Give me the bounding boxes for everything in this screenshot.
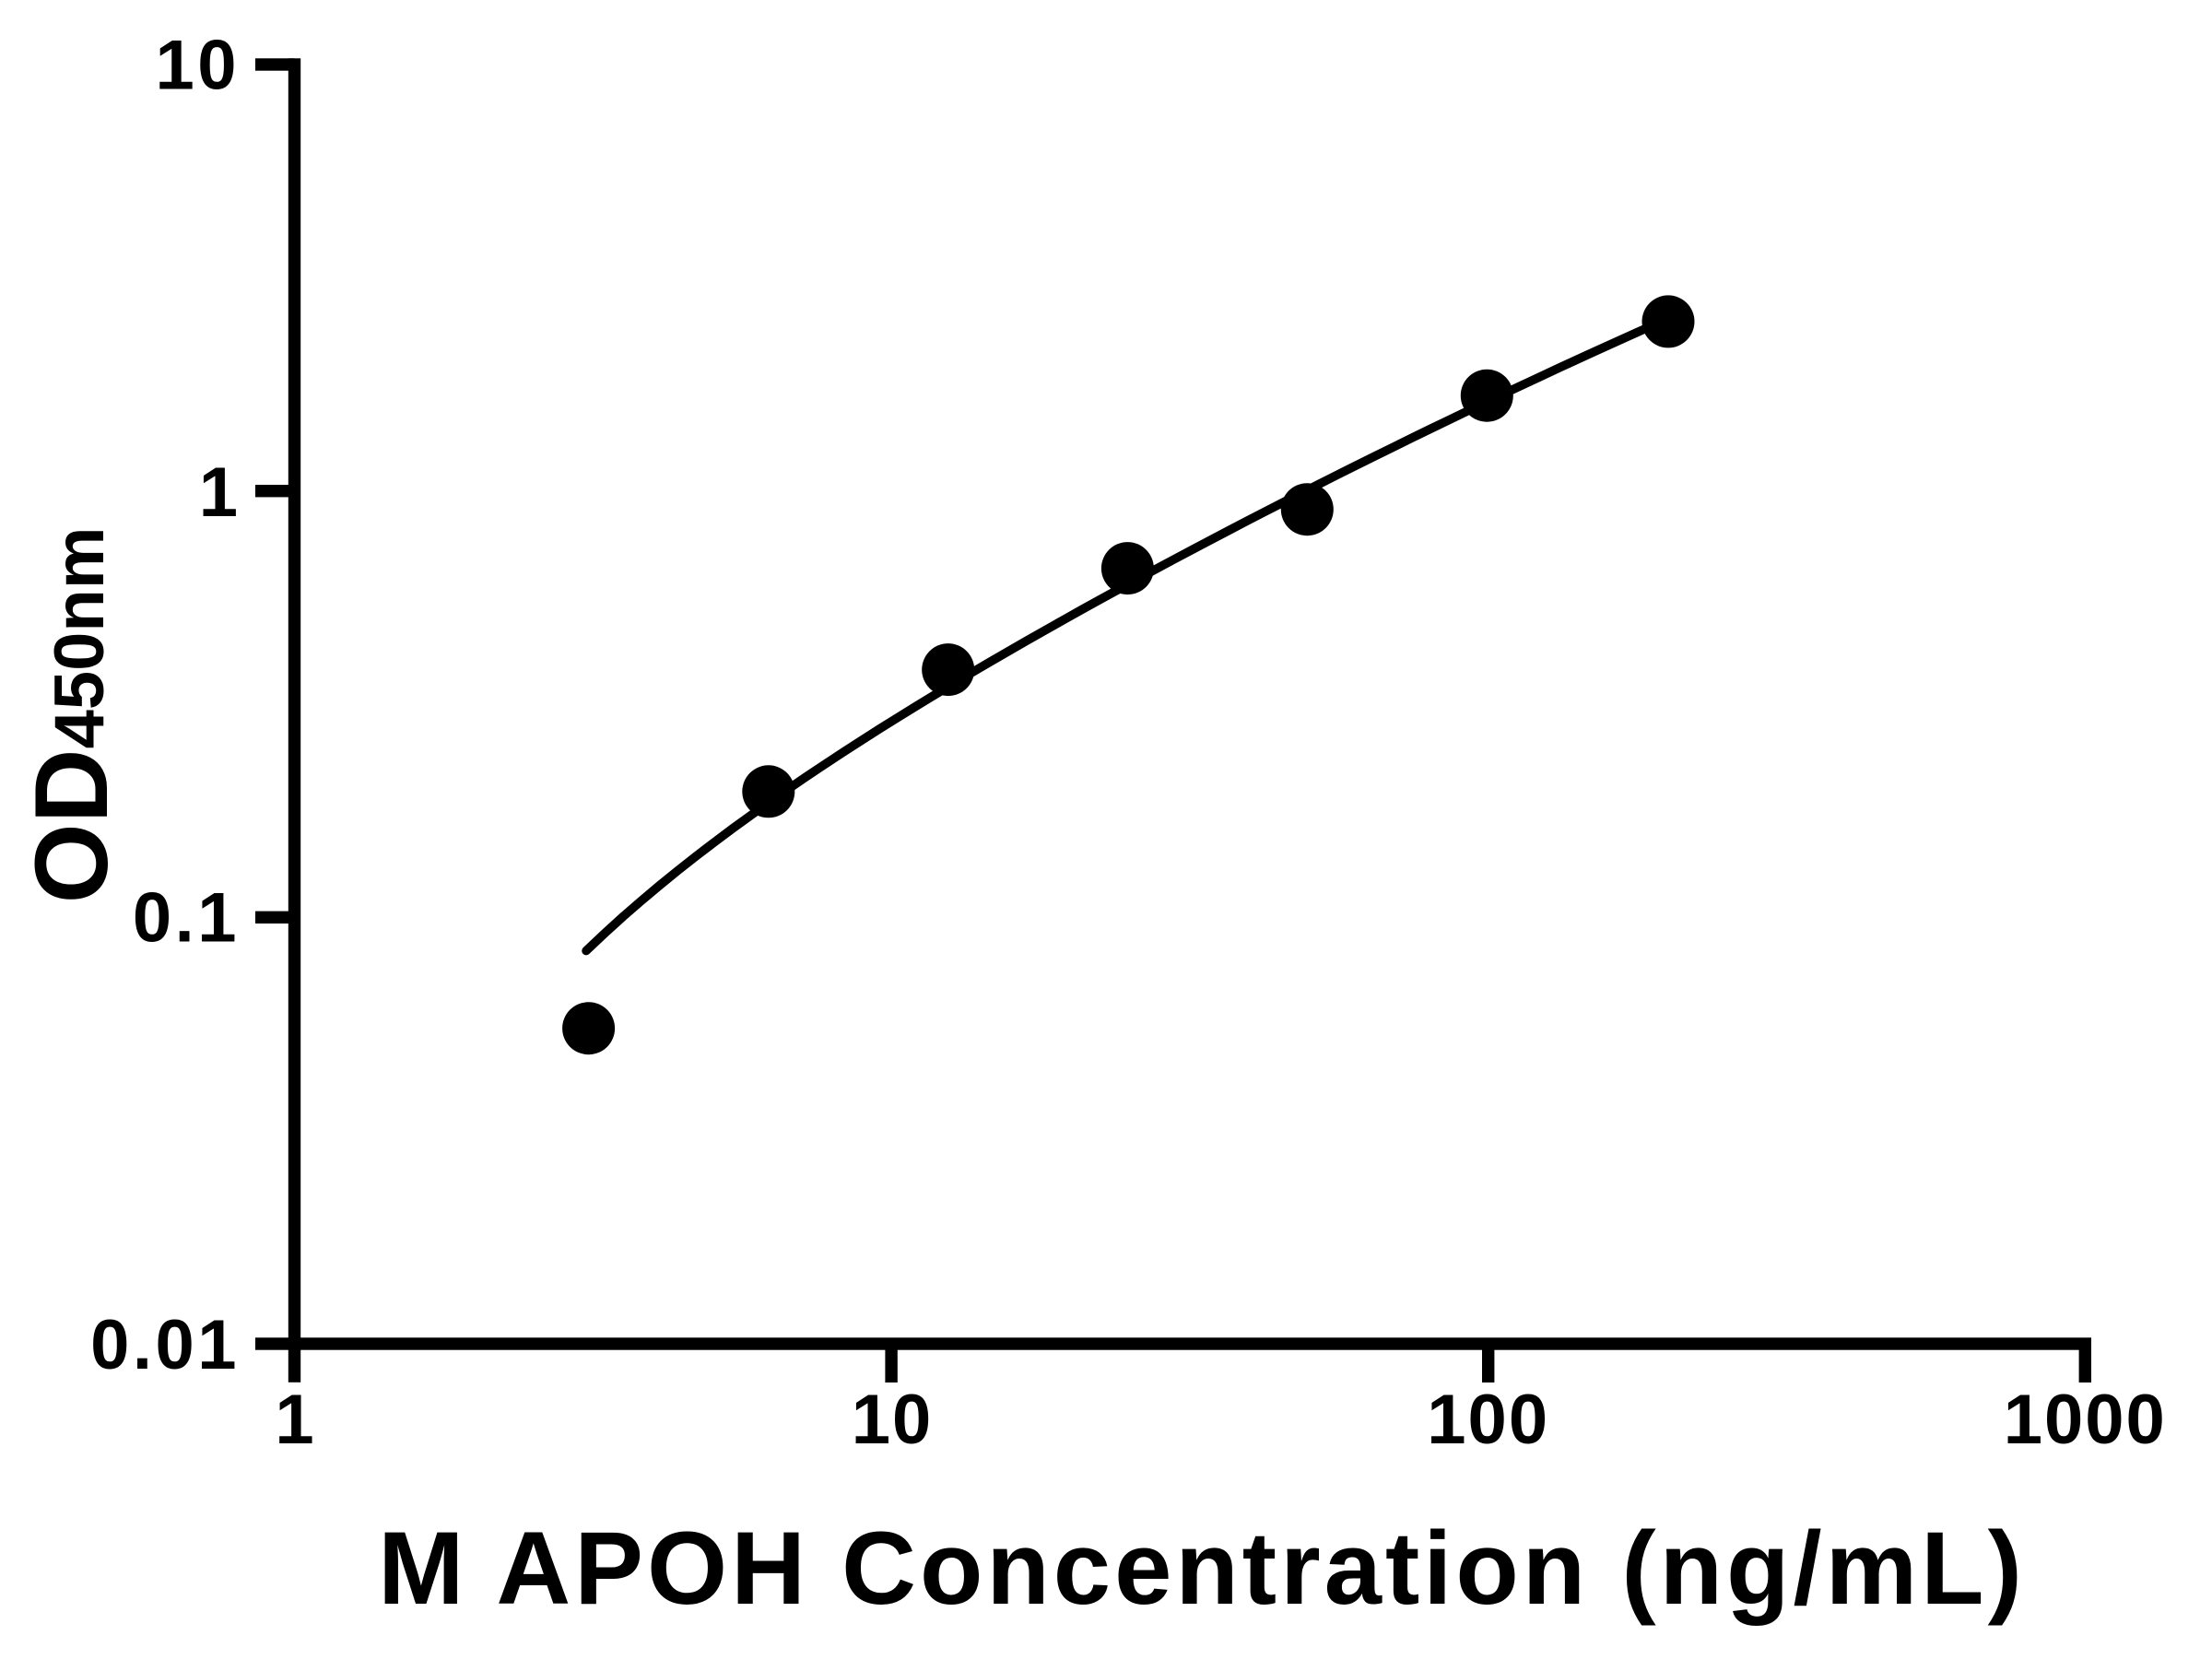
svg-text:10: 10	[852, 1381, 934, 1459]
svg-text:1000: 1000	[2004, 1381, 2167, 1459]
svg-text:0.1: 0.1	[133, 878, 240, 957]
svg-text:0.01: 0.01	[90, 1306, 240, 1384]
svg-text:OD450nm: OD450nm	[14, 527, 129, 904]
svg-text:10: 10	[155, 27, 240, 105]
svg-text:100: 100	[1427, 1381, 1549, 1459]
svg-text:1: 1	[199, 453, 238, 532]
svg-text:1: 1	[275, 1381, 313, 1459]
svg-text:M APOH Concentration (ng/mL): M APOH Concentration (ng/mL)	[378, 1511, 2026, 1626]
